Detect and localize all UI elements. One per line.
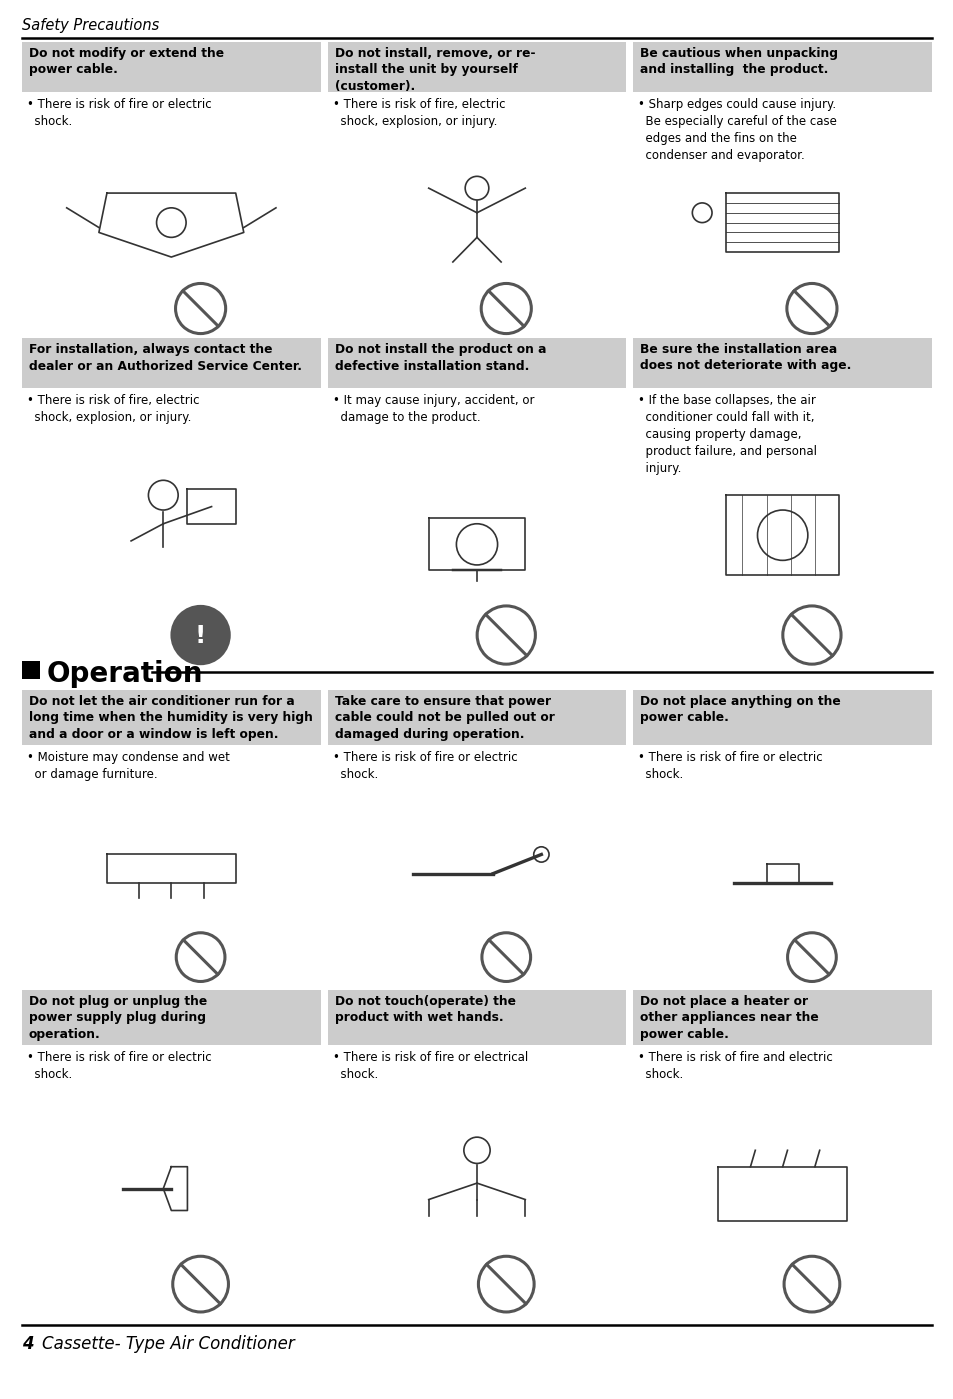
Text: • If the base collapses, the air
  conditioner could fall with it,
  causing pro: • If the base collapses, the air conditi… (638, 395, 817, 476)
Text: For installation, always contact the
dealer or an Authorized Service Center.: For installation, always contact the dea… (29, 343, 302, 372)
Bar (331, 151, 622, 330)
Bar (22, 690, 320, 746)
Text: 4: 4 (22, 1335, 33, 1353)
Text: Cassette- Type Air Conditioner: Cassette- Type Air Conditioner (42, 1335, 294, 1353)
Bar (636, 452, 928, 660)
Bar (636, 151, 928, 330)
Text: • There is risk of fire or electric
  shock.: • There is risk of fire or electric shoc… (27, 98, 212, 127)
Bar (25, 1109, 317, 1308)
Text: • It may cause injury, accident, or
  damage to the product.: • It may cause injury, accident, or dama… (333, 395, 534, 424)
Text: Operation: Operation (47, 660, 203, 688)
Text: Take care to ensure that power
cable could not be pulled out or
damaged during o: Take care to ensure that power cable cou… (335, 695, 554, 741)
Text: Be sure the installation area
does not deteriorate with age.: Be sure the installation area does not d… (639, 343, 851, 372)
Bar (633, 990, 931, 1045)
Text: • There is risk of fire or electric
  shock.: • There is risk of fire or electric shoc… (638, 751, 822, 781)
Bar (22, 42, 320, 92)
Text: • There is risk of fire, electric
  shock, explosion, or injury.: • There is risk of fire, electric shock,… (333, 98, 505, 127)
Text: Do not place anything on the
power cable.: Do not place anything on the power cable… (639, 695, 841, 725)
Bar (331, 452, 622, 660)
Bar (22, 339, 320, 388)
Bar (331, 1109, 622, 1308)
Bar (22, 990, 320, 1045)
Bar (633, 42, 931, 92)
Bar (327, 690, 626, 746)
Text: • There is risk of fire or electric
  shock.: • There is risk of fire or electric shoc… (27, 1051, 212, 1081)
Bar (327, 42, 626, 92)
Text: • There is risk of fire and electric
  shock.: • There is risk of fire and electric sho… (638, 1051, 832, 1081)
Text: Do not install, remove, or re-
install the unit by yourself
(customer).: Do not install, remove, or re- install t… (335, 48, 535, 92)
Text: Do not modify or extend the
power cable.: Do not modify or extend the power cable. (29, 48, 224, 77)
Text: • There is risk of fire or electrical
  shock.: • There is risk of fire or electrical sh… (333, 1051, 527, 1081)
Bar (25, 804, 317, 978)
Bar (327, 990, 626, 1045)
Bar (327, 339, 626, 388)
Bar (633, 690, 931, 746)
Bar (22, 660, 40, 679)
Bar (633, 339, 931, 388)
Text: • There is risk of fire, electric
  shock, explosion, or injury.: • There is risk of fire, electric shock,… (27, 395, 199, 424)
Text: Be cautious when unpacking
and installing  the product.: Be cautious when unpacking and installin… (639, 48, 838, 77)
Text: Do not plug or unplug the
power supply plug during
operation.: Do not plug or unplug the power supply p… (29, 995, 207, 1041)
Text: !: ! (194, 624, 206, 648)
Text: • There is risk of fire or electric
  shock.: • There is risk of fire or electric shoc… (333, 751, 517, 781)
Bar (331, 804, 622, 978)
Circle shape (172, 606, 230, 665)
Text: • Sharp edges could cause injury.
  Be especially careful of the case
  edges an: • Sharp edges could cause injury. Be esp… (638, 98, 837, 162)
Text: Safety Precautions: Safety Precautions (22, 18, 159, 34)
Text: Do not install the product on a
defective installation stand.: Do not install the product on a defectiv… (335, 343, 546, 372)
Text: • Moisture may condense and wet
  or damage furniture.: • Moisture may condense and wet or damag… (27, 751, 230, 781)
Bar (636, 1109, 928, 1308)
Bar (25, 151, 317, 330)
Text: Do not place a heater or
other appliances near the
power cable.: Do not place a heater or other appliance… (639, 995, 819, 1041)
Text: Do not let the air conditioner run for a
long time when the humidity is very hig: Do not let the air conditioner run for a… (29, 695, 313, 741)
Bar (25, 452, 317, 660)
Text: Do not touch(operate) the
product with wet hands.: Do not touch(operate) the product with w… (335, 995, 516, 1024)
Bar (636, 804, 928, 978)
